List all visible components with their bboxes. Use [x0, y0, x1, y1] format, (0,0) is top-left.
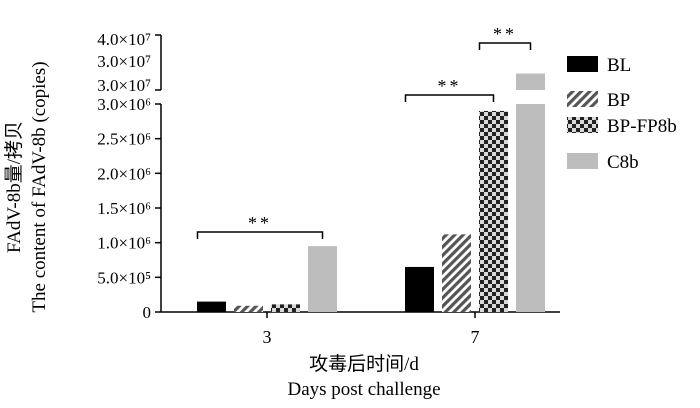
- significance-bracket: [478, 42, 532, 50]
- bar-BL-3: [197, 301, 226, 312]
- x-axis-label-cn: 攻毒后时间/d: [309, 353, 419, 375]
- y-tick-label: 1.5×10⁶: [97, 199, 151, 218]
- x-tick-label: 7: [471, 327, 480, 347]
- significance-bracket: [196, 231, 324, 239]
- bar-C8b-7-lower: [516, 104, 545, 312]
- legend-swatch-BP-FP8b: [567, 117, 598, 133]
- x-axis-label-en: Days post challenge: [287, 379, 440, 400]
- significance-brackets: ** ** **: [196, 24, 532, 239]
- significance-label: **: [493, 24, 517, 44]
- bars: [197, 73, 545, 312]
- legend-swatch-BL: [567, 56, 598, 72]
- bar-C8b-3: [308, 246, 337, 312]
- significance-label: **: [438, 76, 462, 96]
- x-tick-label: 3: [263, 327, 272, 347]
- legend-label-BL: BL: [607, 55, 631, 76]
- bar-BP-7: [442, 234, 471, 312]
- y-ticks: 0 5.0×10⁵ 1.0×10⁶ 1.5×10⁶ 2.0×10⁶ 2.5×10⁶ 3.0×…: [97, 30, 161, 322]
- bar-BL-7: [405, 266, 434, 312]
- bar-BP-FP8b-3: [271, 304, 300, 312]
- y-axis-label-en: The content of FAdV-8b (copies): [29, 61, 50, 312]
- y-tick-label: 1.0×10⁶: [97, 234, 151, 253]
- y-tick-label: 3.0×10⁷: [97, 52, 151, 71]
- significance-bracket: [404, 94, 495, 102]
- y-tick-label: 2.5×10⁶: [97, 130, 151, 149]
- legend: BL BP BP-FP8b C8b: [567, 55, 677, 173]
- bar-BP-FP8b-7: [479, 110, 508, 312]
- bar-BP-3: [234, 305, 263, 312]
- legend-swatch-C8b: [567, 153, 598, 169]
- y-tick-label: 2.0×10⁶: [97, 164, 151, 183]
- y-tick-label: 4.0×10⁷: [97, 30, 151, 49]
- y-tick-label: 0: [143, 303, 152, 322]
- legend-label-C8b: C8b: [607, 152, 639, 173]
- legend-label-BP-FP8b: BP-FP8b: [607, 116, 677, 137]
- legend-swatch-BP: [567, 91, 598, 107]
- y-tick-label: 3.0×10⁶: [97, 95, 151, 114]
- significance-label: **: [248, 213, 272, 233]
- y-axis-label-cn: FAdV-8b量/拷贝: [3, 121, 25, 253]
- bar-C8b-7-upper: [516, 73, 545, 90]
- y-tick-label: 5.0×10⁵: [97, 268, 151, 287]
- legend-label-BP: BP: [607, 90, 630, 111]
- y-tick-label: 3.0×10⁷: [97, 76, 151, 95]
